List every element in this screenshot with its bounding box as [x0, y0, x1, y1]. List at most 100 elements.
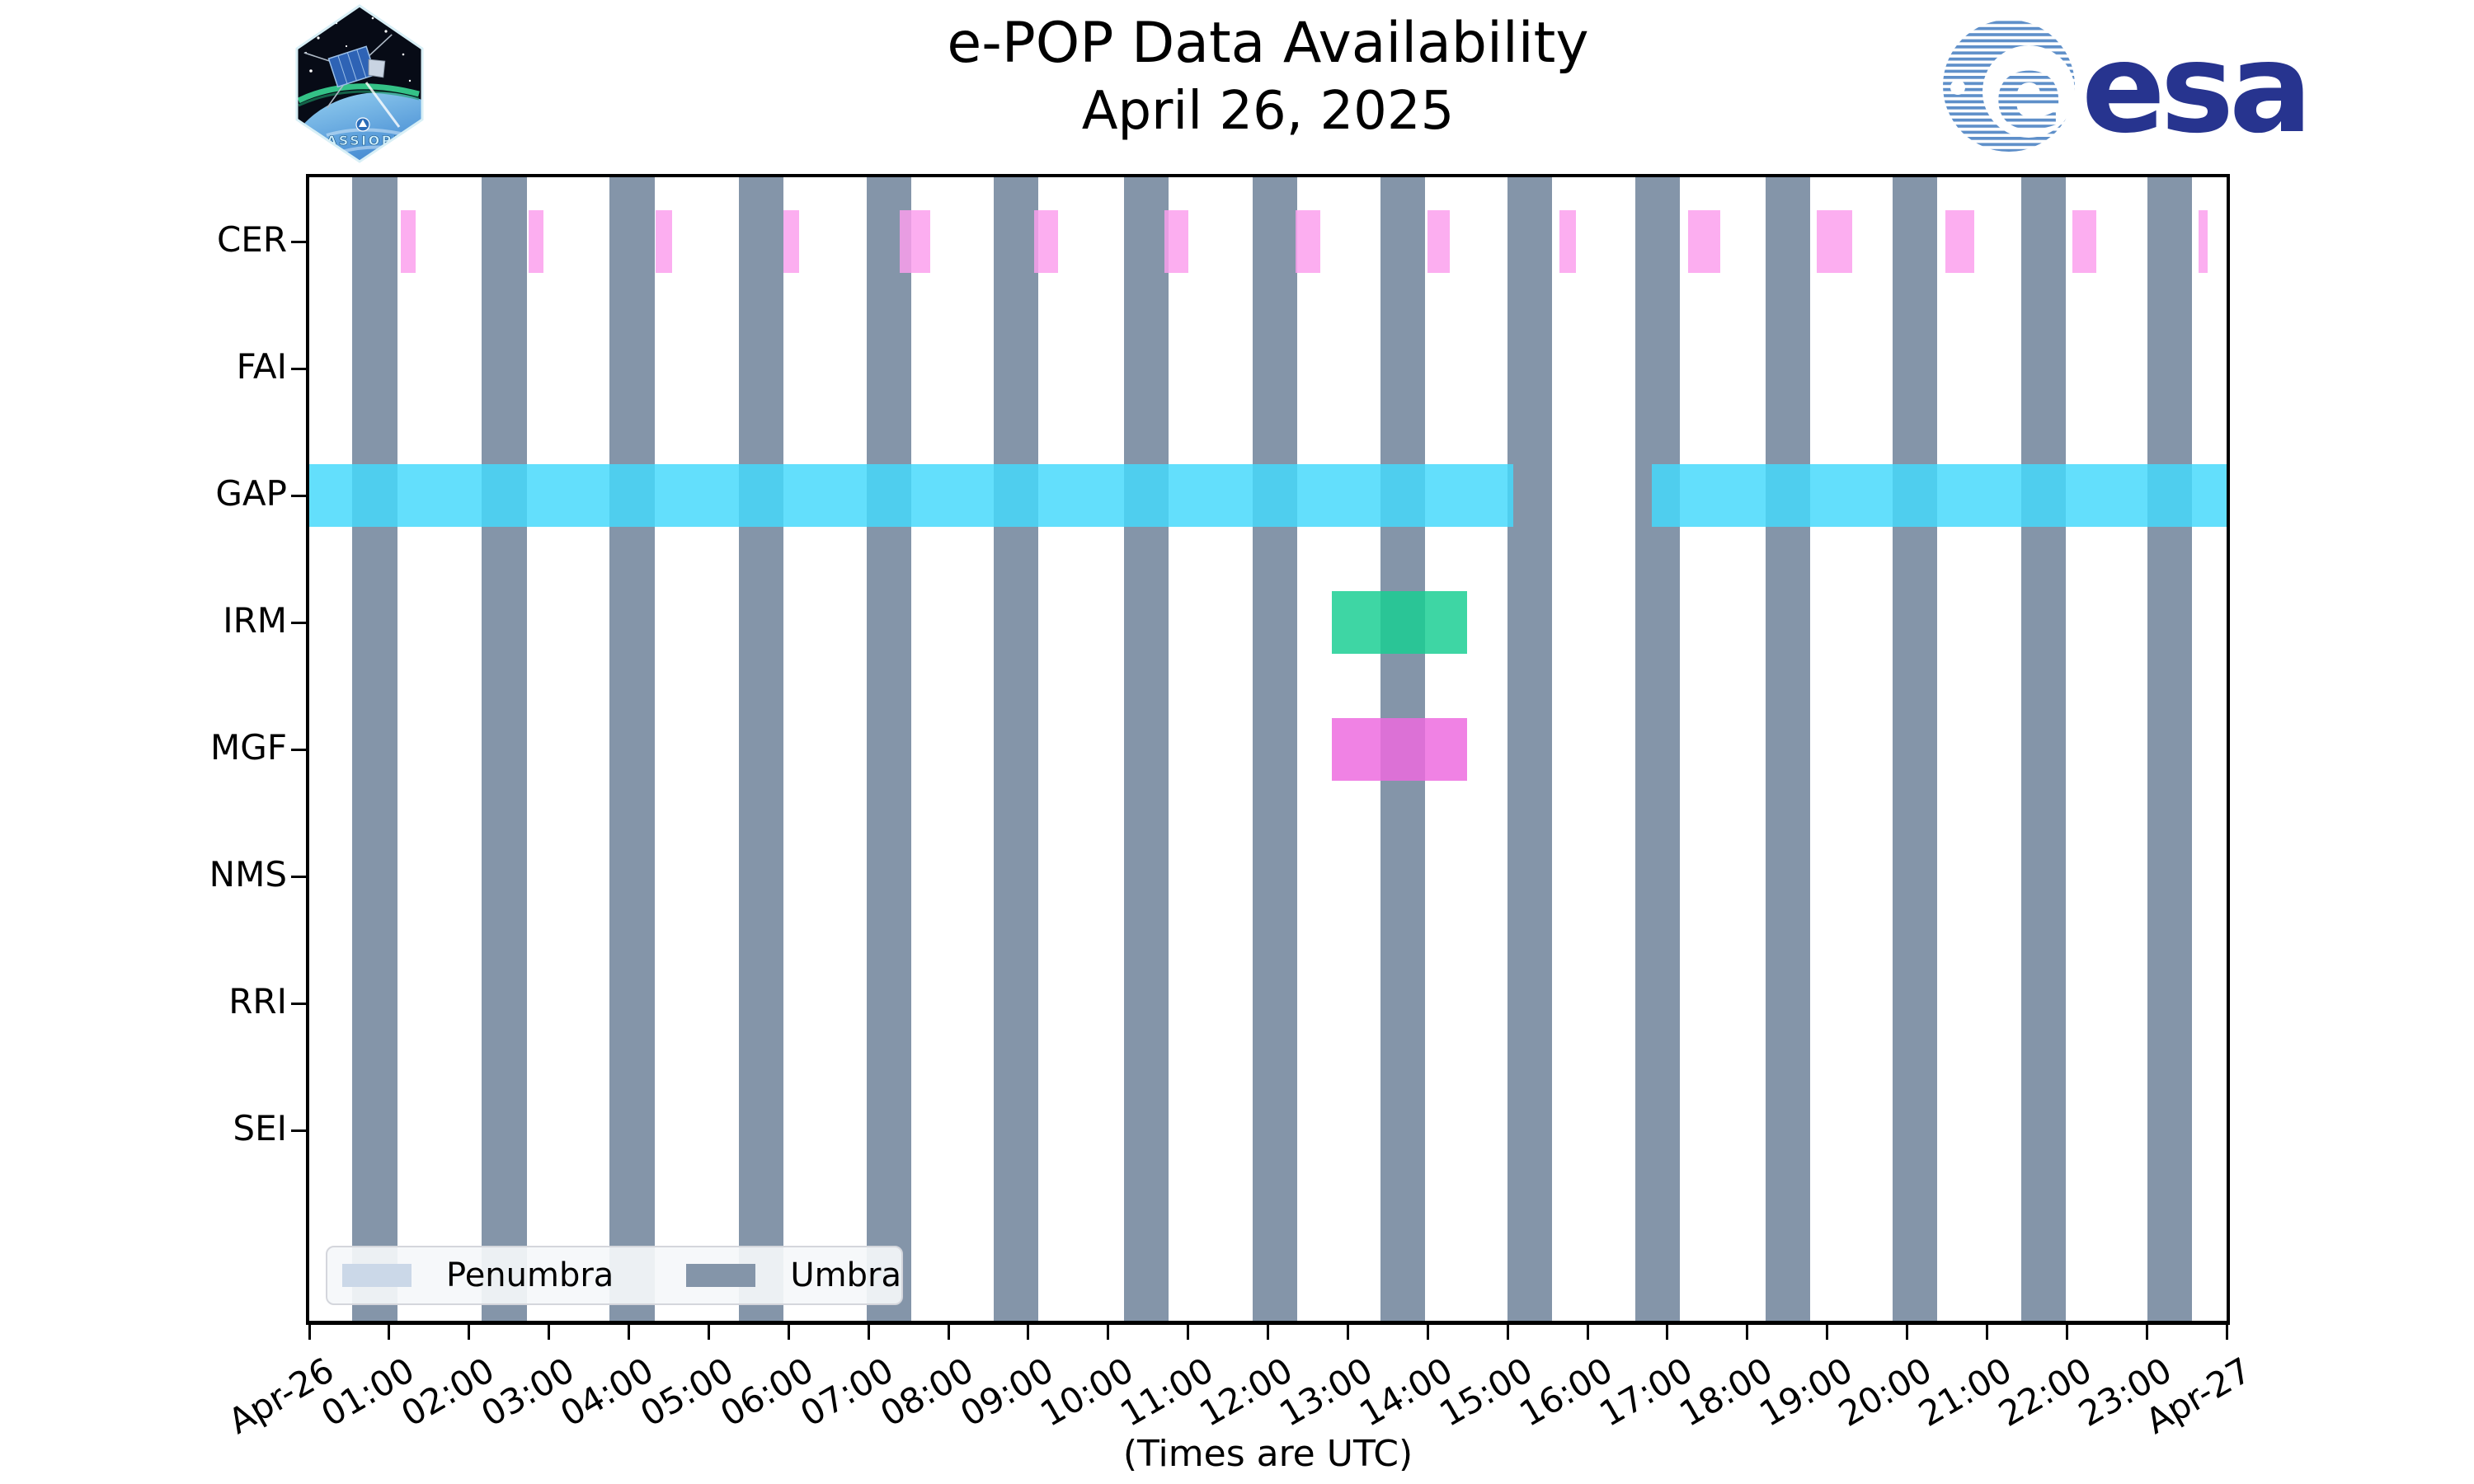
x-tick-mark — [2225, 1323, 2228, 1340]
y-tick-mark — [291, 367, 307, 370]
plot-spine-right — [2227, 177, 2230, 1321]
umbra-bar — [2021, 177, 2067, 1321]
umbra-bar — [1253, 177, 1298, 1321]
legend: Penumbra Umbra — [326, 1246, 903, 1305]
x-tick-label-0100: 01:00 — [314, 1350, 421, 1435]
x-tick-mark — [1985, 1323, 1988, 1340]
umbra-swatch — [686, 1264, 756, 1287]
patch-emblem — [355, 117, 370, 132]
x-tick-mark — [1826, 1323, 1829, 1340]
x-tick-mark — [548, 1323, 551, 1340]
x-tick-mark — [867, 1323, 870, 1340]
x-tick-mark — [947, 1323, 950, 1340]
plot-spine-left — [306, 177, 309, 1321]
cer-availability-bar — [1427, 210, 1451, 273]
x-tick-mark — [707, 1323, 710, 1340]
esa-e-glyph: e — [1994, 34, 2063, 153]
patch-satellite — [303, 34, 393, 109]
cer-availability-bar — [1688, 210, 1720, 273]
patch-aurora — [297, 83, 420, 104]
y-tick-label-irm: IRM — [223, 600, 287, 641]
x-tick-mark — [308, 1323, 311, 1340]
y-tick-mark — [291, 1002, 307, 1005]
cer-availability-bar — [1296, 210, 1321, 273]
gap-availability-bar — [309, 464, 1513, 527]
umbra-bar — [1766, 177, 1811, 1321]
y-tick-mark — [291, 494, 307, 497]
x-tick-mark — [388, 1323, 391, 1340]
y-tick-label-mgf: MGF — [210, 727, 287, 768]
umbra-bar — [994, 177, 1039, 1321]
x-tick-mark — [1586, 1323, 1589, 1340]
patch-border — [295, 4, 424, 163]
patch-mission-name: CASSIOPE — [315, 133, 405, 148]
x-tick-mark — [628, 1323, 630, 1340]
x-tick-mark — [1906, 1323, 1908, 1340]
umbra-bar — [1635, 177, 1681, 1321]
cer-availability-bar — [2199, 210, 2208, 273]
umbra-bar — [867, 177, 912, 1321]
x-axis: Apr-26 01:00 02:00 03:00 04:00 05:00 06:00 07:0… — [222, 1323, 2259, 1457]
plot-area: Penumbra Umbra — [306, 174, 2230, 1325]
x-tick-mark — [1746, 1323, 1749, 1340]
x-tick-mark — [1027, 1323, 1030, 1340]
cer-availability-bar — [1559, 210, 1577, 273]
mgf-availability-bar — [1332, 718, 1467, 781]
x-tick-mark — [1107, 1323, 1110, 1340]
plot-spine-top — [306, 174, 2230, 177]
x-tick-mark — [1346, 1323, 1349, 1340]
x-tick-label-1600: 16:00 — [1512, 1350, 1620, 1435]
esa-crescent — [1982, 45, 2075, 138]
y-tick-label-nms: NMS — [209, 854, 287, 895]
y-tick-label-rri: RRI — [228, 981, 287, 1021]
umbra-bar — [739, 177, 784, 1321]
esa-logo: e esa — [1943, 17, 2312, 157]
y-tick-mark — [291, 621, 307, 624]
y-tick-label-cer: CER — [216, 219, 287, 260]
x-tick-mark — [2065, 1323, 2068, 1340]
penumbra-swatch — [342, 1264, 412, 1287]
y-tick-mark — [291, 240, 307, 243]
patch-earth — [297, 92, 422, 162]
title-block: e-POP Data Availability April 26, 2025 — [309, 8, 2227, 144]
cer-availability-bar — [401, 210, 416, 273]
legend-item-penumbra: Penumbra — [342, 1256, 614, 1294]
legend-item-umbra: Umbra — [686, 1256, 901, 1294]
x-tick-mark — [1187, 1323, 1190, 1340]
x-tick-mark — [787, 1323, 790, 1340]
cassiope-mission-patch-logo: CASSIOPE — [295, 4, 424, 163]
x-tick-mark — [1426, 1323, 1429, 1340]
umbra-label: Umbra — [790, 1256, 901, 1294]
cer-availability-bar — [1164, 210, 1188, 273]
y-tick-mark — [291, 875, 307, 878]
x-tick-label-0200: 02:00 — [393, 1350, 501, 1435]
x-axis-caption: (Times are UTC) — [1122, 1433, 1413, 1475]
x-tick-label-0800: 08:00 — [873, 1350, 981, 1435]
x-tick-label-0900: 09:00 — [953, 1350, 1061, 1435]
x-tick-label-1800: 18:00 — [1672, 1350, 1780, 1435]
irm-availability-bar — [1332, 591, 1467, 654]
cer-availability-bar — [783, 210, 799, 273]
esa-wordmark: esa — [2081, 17, 2307, 157]
umbra-bar — [352, 177, 397, 1321]
y-tick-label-gap: GAP — [215, 473, 287, 514]
x-tick-label-1700: 17:00 — [1592, 1350, 1700, 1435]
umbra-bar — [2147, 177, 2193, 1321]
x-tick-label-1000: 10:00 — [1032, 1350, 1141, 1435]
penumbra-label: Penumbra — [446, 1256, 614, 1294]
x-tick-mark — [1666, 1323, 1669, 1340]
umbra-bar — [1124, 177, 1169, 1321]
cer-availability-bar — [899, 210, 930, 273]
patch-beam — [365, 82, 401, 128]
y-tick-label-fai: FAI — [236, 346, 287, 387]
umbra-bar — [1507, 177, 1553, 1321]
cer-availability-bar — [1033, 210, 1058, 273]
cer-availability-bar — [1817, 210, 1852, 273]
y-tick-mark — [291, 1129, 307, 1132]
cer-availability-bar — [2072, 210, 2097, 273]
umbra-bar — [1893, 177, 1938, 1321]
page-subtitle: April 26, 2025 — [1081, 81, 1455, 142]
umbra-bar — [482, 177, 527, 1321]
patch-aurora-glow — [298, 90, 420, 107]
